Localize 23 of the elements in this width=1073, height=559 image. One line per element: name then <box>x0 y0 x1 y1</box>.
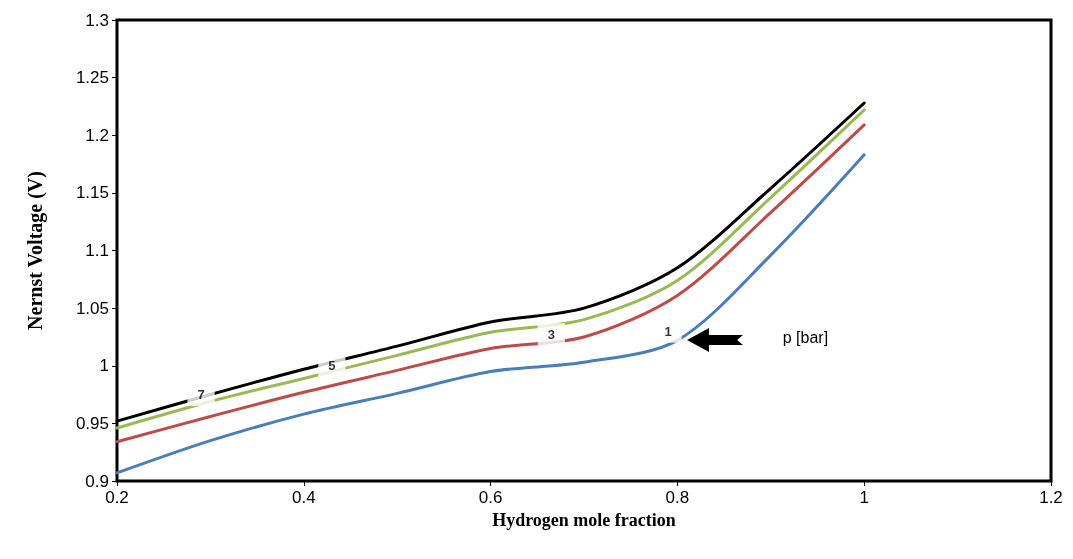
annotation: 1 <box>664 323 672 339</box>
y-tick-label: 0.95 <box>75 413 109 433</box>
y-tick-label: 0.9 <box>85 471 109 491</box>
annotation: 5 <box>328 358 336 374</box>
y-tick-label: 1.25 <box>75 68 109 88</box>
annotation: 3 <box>547 327 555 343</box>
y-tick-label: 1.15 <box>75 183 109 203</box>
x-tick-label: 1.2 <box>1039 488 1063 507</box>
x-tick-label: 1 <box>859 488 869 507</box>
y-tick-label: 1.3 <box>85 10 109 30</box>
x-axis-title: Hydrogen mole fraction <box>492 510 676 530</box>
x-tick-label: 0.6 <box>478 488 503 507</box>
x-tick-label: 0.2 <box>105 488 129 507</box>
y-tick-label: 1.2 <box>85 125 109 145</box>
y-tick-label: 1 <box>99 356 109 376</box>
y-axis-title: Nernst Voltage (V) <box>24 171 47 330</box>
x-tick-label: 0.8 <box>665 488 690 507</box>
y-tick-label: 1.05 <box>75 298 109 318</box>
line-series <box>115 153 866 475</box>
x-tick-label: 0.4 <box>291 488 316 507</box>
annotation: p [bar] <box>782 329 829 348</box>
annotation: 7 <box>197 387 205 403</box>
y-tick-label: 1.1 <box>85 241 109 260</box>
